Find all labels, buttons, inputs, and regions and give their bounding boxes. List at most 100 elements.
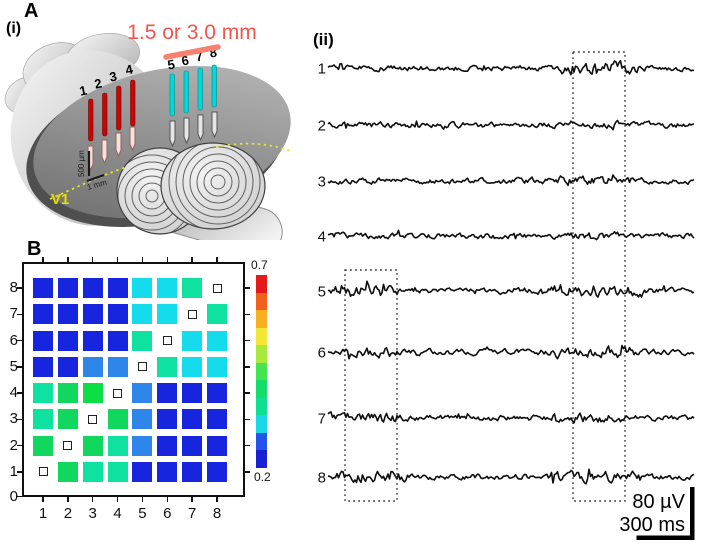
heatmap-cell-1-8 [207, 461, 228, 482]
y-axis-label-7: 7 [9, 305, 18, 323]
colorbar-segment-3 [256, 327, 267, 346]
electrode-number-7: 7 [194, 49, 204, 65]
electrode-number-3: 3 [108, 69, 118, 85]
trace-waveform-6 [327, 344, 695, 360]
colorbar-segment-8 [256, 415, 267, 433]
y-axis-label-4: 4 [9, 384, 18, 402]
axis-tick-top [42, 257, 44, 262]
trace-label-3: 3 [318, 174, 326, 191]
brain-illustration: V1 500 µm 1 mm [4, 21, 291, 240]
heatmap-cell-3-8 [207, 409, 228, 430]
trace-label-8: 8 [318, 470, 326, 487]
v1-label: V1 [51, 191, 69, 208]
heatmap-cell-3-4 [107, 409, 128, 430]
heatmap-cell-3-1 [33, 409, 53, 430]
heatmap-cell-5-3 [82, 356, 103, 377]
heatmap-cell-2-4 [107, 435, 128, 456]
axis-tick-left [17, 366, 22, 368]
axis-tick-left [17, 313, 22, 316]
heatmap-cell-1-3 [82, 461, 103, 482]
heatmap-cell-4-5 [132, 383, 153, 404]
heatmap-diagonal-marker-2-2 [63, 441, 73, 451]
heatmap-cell-1-7 [182, 461, 203, 482]
time-scalebar [636, 535, 695, 540]
heatmap-cell-5-8 [207, 356, 228, 377]
heatmap-cell-6-5 [132, 330, 153, 351]
heatmap-cell-5-1 [33, 356, 53, 377]
y-axis-label-3: 3 [9, 410, 18, 428]
heatmap-cell-8-7 [182, 278, 203, 298]
colorbar [256, 275, 267, 469]
colorbar-segment-5 [256, 362, 267, 381]
electrode-number-6: 6 [180, 53, 190, 69]
y-axis-label-5: 5 [9, 357, 18, 375]
trace-waveform-5 [327, 280, 695, 298]
voltage-scalebar [690, 487, 695, 540]
axis-tick-right [245, 313, 250, 316]
axis-tick-left [17, 287, 22, 289]
colorbar-segment-7 [256, 397, 267, 416]
heatmap-cell-6-3 [82, 330, 103, 351]
axis-tick-right [245, 471, 250, 473]
heatmap-cell-3-5 [132, 409, 153, 430]
axis-tick-bottom [166, 497, 169, 502]
x-axis-label-2: 2 [63, 505, 73, 522]
v1-border-dashed-line [49, 142, 291, 200]
trace-label-5: 5 [318, 284, 326, 301]
axis-tick-right [245, 287, 250, 289]
panel-a-label: A [24, 0, 39, 22]
panel-b-label: B [27, 238, 42, 260]
heatmap-diagonal-marker-8-8 [212, 283, 222, 293]
scalebar-500um-label: 500 µm [77, 150, 86, 177]
axis-tick-origin [17, 495, 22, 497]
trace-label-1: 1 [318, 61, 326, 78]
heatmap-cell-5-4 [107, 356, 128, 377]
heatmap-cell-1-4 [107, 461, 128, 482]
trace-waveform-4 [327, 229, 695, 241]
axis-tick-top [67, 257, 69, 262]
heatmap-cell-4-1 [33, 383, 53, 404]
heatmap-cell-1-6 [157, 461, 178, 482]
trace-waveform-8 [327, 468, 695, 485]
heatmap-cell-8-1 [33, 278, 53, 298]
heatmap-cell-3-7 [182, 409, 203, 430]
colorbar-segment-9 [256, 432, 267, 451]
cyan-electrodes [169, 64, 217, 117]
heatmap-cell-7-5 [132, 304, 153, 325]
heatmap-cell-8-6 [157, 278, 178, 298]
heatmap-plot-box [22, 262, 245, 497]
axis-tick-top [216, 257, 218, 262]
trace-waveform-3 [327, 174, 695, 187]
heatmap-cell-8-5 [132, 278, 153, 298]
y-axis-label-8: 8 [9, 279, 18, 296]
electrode-number-5: 5 [166, 57, 176, 73]
heatmap-cell-3-2 [57, 409, 78, 430]
heatmap-cell-7-6 [157, 304, 178, 325]
colorbar-segment-10 [256, 450, 267, 469]
axis-tick-top [91, 257, 94, 262]
electrode-number-8: 8 [208, 45, 218, 61]
trace-label-2: 2 [318, 118, 326, 135]
colorbar-segment-4 [256, 345, 267, 363]
heatmap-cell-4-6 [157, 383, 178, 404]
axis-tick-top [116, 257, 119, 262]
panel-ai-label: (i) [6, 20, 22, 37]
heatmap-cell-3-6 [157, 409, 178, 430]
axis-tick-left [17, 339, 22, 342]
distance-annotation-line [163, 44, 221, 60]
heatmap-cell-4-8 [207, 383, 228, 404]
heatmap-cell-7-4 [107, 304, 128, 325]
heatmap-cell-5-7 [182, 356, 203, 377]
axis-tick-right [245, 444, 250, 447]
trace-waveform-7 [327, 411, 695, 424]
axis-tick-bottom [141, 497, 144, 502]
voltage-scale-label: 80 µV [632, 491, 685, 513]
axis-tick-top [166, 257, 169, 262]
colorbar-max-label: 0.7 [251, 258, 268, 272]
x-axis-label-7: 7 [187, 505, 197, 522]
highlight-dashed-box-1 [344, 269, 398, 502]
subsurface-electrodes-right [169, 111, 218, 148]
heatmap-cell-2-1 [33, 435, 53, 456]
axis-tick-bottom [216, 497, 218, 502]
